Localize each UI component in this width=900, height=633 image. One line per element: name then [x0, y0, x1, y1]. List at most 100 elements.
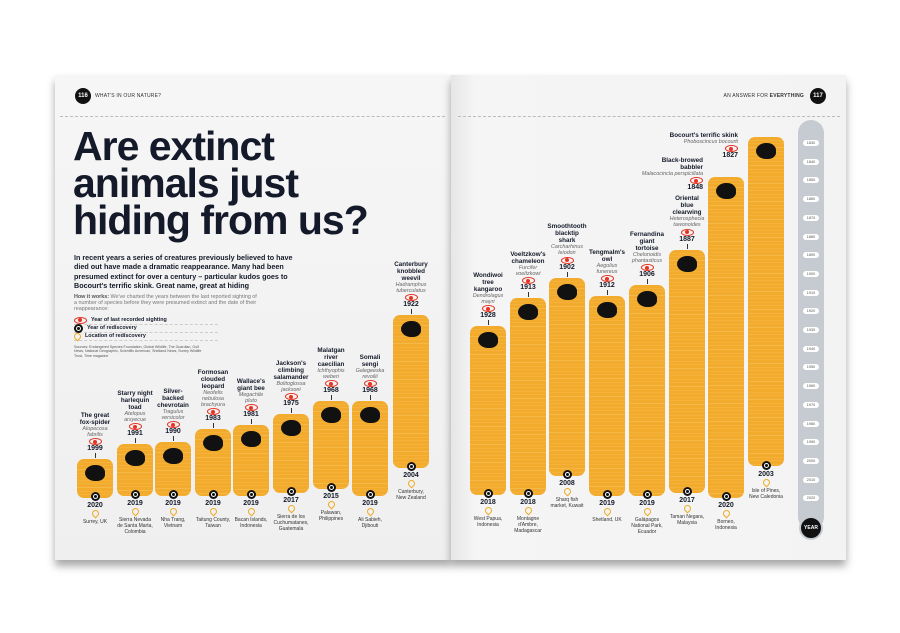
- species-label: Smoothtooth blacktip shark Carcharhinus l…: [547, 223, 587, 277]
- location-pin-icon: [286, 503, 296, 514]
- eye-icon: [481, 305, 495, 313]
- section-header-right: AN ANSWER FOR EVERYTHING: [724, 93, 804, 99]
- connector-line: [527, 292, 529, 298]
- rediscovery-info: 2019 Ali Sabieh, Djibouti: [352, 490, 389, 529]
- title-line: animals just: [71, 160, 302, 206]
- last-seen-year: 1928: [480, 312, 496, 320]
- last-seen-year: 1968: [362, 387, 378, 395]
- section-bold: EVERYTHING: [769, 93, 804, 99]
- magnifier-icon: [483, 488, 493, 498]
- rediscovery-info: 2019 Taitung County, Taiwan: [195, 490, 232, 529]
- rediscovery-year: 2015: [323, 492, 339, 500]
- axis-tick-label: 1900: [803, 270, 819, 277]
- animal-silhouette: [163, 448, 183, 465]
- rediscovery-year: 2019: [639, 500, 655, 508]
- eye-icon: [244, 404, 258, 412]
- connector-line: [369, 395, 371, 401]
- magnifier-icon: [286, 486, 296, 496]
- eye-icon: [128, 423, 142, 431]
- animal-silhouette: [125, 450, 145, 467]
- species-name: The great fox-spider: [79, 411, 111, 426]
- rediscovery-info: 2017 Taman Negara, Malaysia: [669, 486, 706, 526]
- species-name: Smoothtooth blacktip shark: [547, 223, 587, 245]
- species-latin-name: Galegeeska revoilii: [355, 367, 385, 380]
- axis-tick-label: 2000: [803, 457, 819, 464]
- magnifier-icon: [761, 460, 771, 470]
- last-seen-year: 1827: [722, 152, 738, 159]
- species-bar: [669, 249, 705, 493]
- magnifier-icon: [130, 490, 140, 500]
- magnifier-icon: [74, 323, 83, 333]
- axis-tick-label: 1910: [803, 289, 819, 296]
- location-pin-icon: [72, 331, 83, 342]
- legend-item: Year of rediscovery: [74, 323, 218, 333]
- species-name: Bocourt's terrific skink: [669, 131, 738, 139]
- how-label: How it works:: [74, 293, 110, 300]
- rediscovery-location: Nha Trang, Vietnam: [160, 517, 186, 530]
- last-seen-year: 1906: [639, 271, 655, 279]
- species-name: Tengmalm's owl: [588, 248, 626, 263]
- axis-tick-label: 1920: [803, 308, 819, 315]
- eye-icon: [88, 438, 102, 446]
- last-seen-year: 1922: [403, 301, 419, 309]
- animal-silhouette: [518, 304, 538, 321]
- magnifier-icon: [246, 490, 256, 500]
- rediscovery-info: 2015 Palawan, Philippines: [313, 482, 350, 522]
- location-pin-icon: [90, 508, 100, 519]
- last-seen-year: 1913: [520, 284, 536, 292]
- animal-silhouette: [756, 143, 776, 160]
- species-latin-name: Phoboscincus bocourti: [683, 138, 738, 145]
- magnifier-icon: [562, 469, 572, 479]
- magnifier-icon: [682, 486, 692, 496]
- connector-line: [172, 436, 174, 442]
- rediscovery-location: Montagne d'Ambre, Madagascar: [514, 515, 542, 534]
- rediscovery-year: 2019: [599, 500, 615, 508]
- last-seen-year: 1990: [165, 428, 181, 436]
- species-label: Somali sengi Galegeeska revoilii 1968: [352, 354, 389, 401]
- location-pin-icon: [365, 506, 375, 517]
- animal-silhouette: [677, 255, 697, 272]
- species-name: Jackson's climbing salamander: [273, 359, 309, 381]
- rediscovery-year: 2017: [679, 496, 695, 504]
- legend: Year of last recorded sighting Year of r…: [72, 316, 218, 342]
- species-latin-name: Hadramphus tuberculatus: [395, 281, 427, 294]
- axis-tick-label: 1960: [803, 383, 819, 390]
- rediscovery-info: 2003 Isle of Pines, New Caledonia: [748, 460, 785, 500]
- species-name: Oriental blue clearwing: [672, 195, 702, 217]
- eye-icon: [680, 228, 694, 236]
- last-seen-year: 1983: [205, 415, 221, 423]
- location-pin-icon: [406, 478, 416, 489]
- magnifier-icon: [168, 490, 178, 500]
- how-it-works: How it works: We've charted the years be…: [74, 294, 259, 313]
- page-title: Are extinct animals just hiding from us?: [71, 126, 372, 241]
- intro-paragraph: In recent years a series of creatures pr…: [74, 253, 293, 291]
- rediscovery-year: 2019: [127, 500, 143, 508]
- species-name: Wallace's giant bee: [236, 377, 266, 392]
- species-latin-name: Alopecosa fabrilis: [82, 425, 108, 438]
- species-label: Starry night harlequin toad Atelopus arsy…: [117, 390, 154, 444]
- location-pin-icon: [326, 499, 336, 510]
- axis-tick-label: 1860: [803, 196, 819, 203]
- rediscovery-year: 2020: [718, 502, 734, 510]
- species-latin-name: Ichthyophis weberi: [317, 367, 345, 380]
- species-bar: [549, 277, 585, 476]
- magnifier-icon: [406, 462, 416, 472]
- page-number-left: 116: [75, 88, 91, 104]
- connector-line: [410, 309, 412, 315]
- species-name: Wondiwoi tree kangaroo: [473, 271, 503, 293]
- species-label: Bocourt's terrific skink Phoboscincus boc…: [670, 132, 738, 160]
- rediscovery-info: 2019 Shetland, UK: [589, 490, 626, 523]
- animal-silhouette: [203, 435, 223, 452]
- animal-silhouette: [557, 283, 577, 300]
- species-label: Wallace's giant bee Megachile pluto 1981: [233, 377, 270, 425]
- last-seen-year: 1981: [243, 411, 259, 419]
- location-pin-icon: [721, 508, 731, 519]
- species-bar: [748, 137, 784, 467]
- axis-tick-label: 1980: [803, 420, 819, 427]
- rediscovery-info: 2018 West Papua, Indonesia: [470, 488, 507, 528]
- species-bar: [589, 296, 625, 497]
- rediscovery-location: Taitung County, Taiwan: [195, 517, 231, 530]
- axis-tick-label: 1850: [803, 177, 819, 184]
- header-divider: [458, 116, 840, 117]
- connector-line: [487, 320, 489, 326]
